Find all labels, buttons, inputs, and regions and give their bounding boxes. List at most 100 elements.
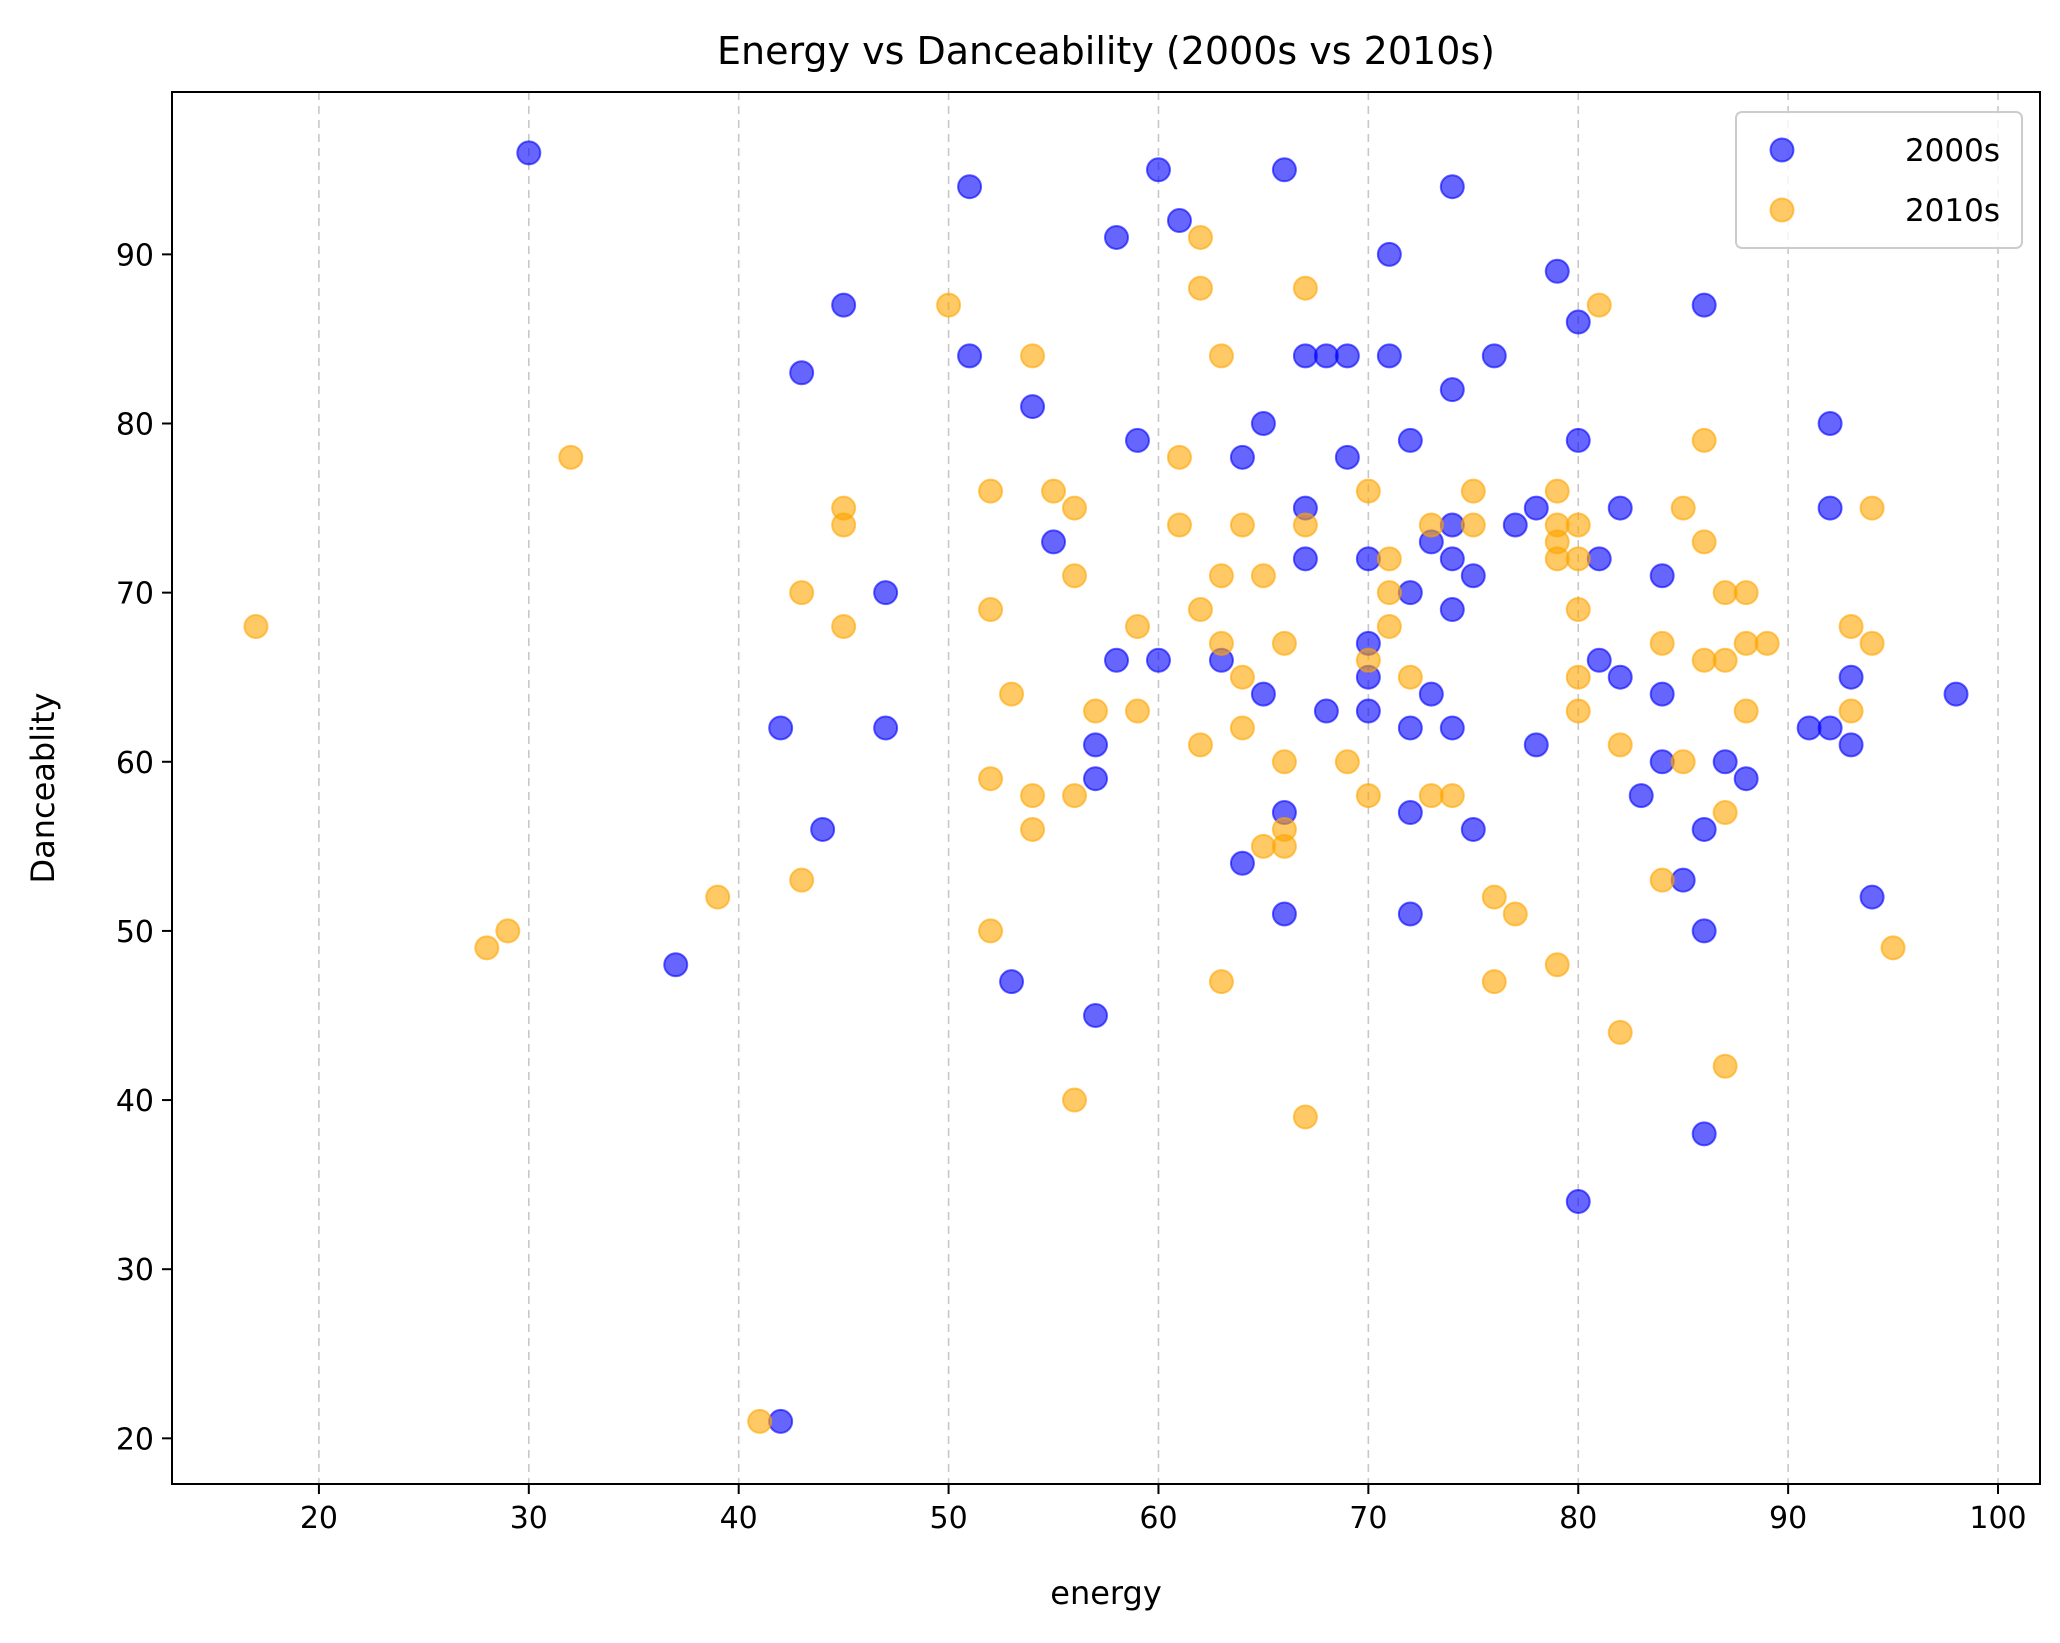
data-point-2000s	[1229, 444, 1255, 470]
data-point-2010s	[1376, 613, 1402, 639]
data-point-2010s	[1355, 647, 1381, 673]
data-point-2010s	[936, 292, 962, 318]
data-point-2000s	[1565, 309, 1591, 335]
data-point-2010s	[1481, 884, 1507, 910]
data-point-2000s	[1691, 1121, 1717, 1147]
x-tick-label: 100	[1969, 1501, 2026, 1536]
data-point-2000s	[1020, 394, 1046, 420]
data-point-2010s	[1062, 563, 1088, 589]
data-point-2010s	[1481, 969, 1507, 995]
data-point-2000s	[1355, 546, 1381, 572]
data-point-2010s	[1418, 512, 1444, 538]
data-point-2010s	[1292, 275, 1318, 301]
data-point-2000s	[1103, 647, 1129, 673]
data-point-2010s	[1124, 698, 1150, 724]
data-point-2000s	[516, 140, 542, 166]
data-point-2000s	[1292, 343, 1318, 369]
data-point-2000s	[1376, 343, 1402, 369]
data-point-2000s	[1565, 1189, 1591, 1215]
data-point-2010s	[1187, 224, 1213, 250]
data-point-2010s	[1062, 783, 1088, 809]
data-point-2000s	[1397, 800, 1423, 826]
legend-label-2010s: 2010s	[1905, 193, 2000, 229]
data-point-2000s	[1691, 918, 1717, 944]
data-point-2010s	[474, 935, 500, 961]
data-point-2000s	[1397, 901, 1423, 927]
y-tick-label: 50	[116, 915, 154, 950]
data-point-2000s	[1166, 208, 1192, 234]
data-point-2010s	[1250, 563, 1276, 589]
data-point-2000s	[1313, 343, 1339, 369]
data-point-2000s	[1649, 563, 1675, 589]
data-point-2000s	[1796, 715, 1822, 741]
data-point-2000s	[1691, 816, 1717, 842]
data-point-2010s	[978, 918, 1004, 944]
data-point-2000s	[1943, 681, 1969, 707]
data-point-2010s	[1565, 698, 1591, 724]
data-point-2000s	[1439, 597, 1465, 623]
x-tick-label: 70	[1349, 1501, 1387, 1536]
data-point-2000s	[957, 343, 983, 369]
data-point-2010s	[999, 681, 1025, 707]
data-point-2000s	[1691, 292, 1717, 318]
data-point-2010s	[1208, 630, 1234, 656]
data-point-2000s	[1817, 495, 1843, 521]
data-point-2000s	[1670, 867, 1696, 893]
data-point-2010s	[1544, 478, 1570, 504]
data-point-2000s	[789, 360, 815, 386]
x-tick-label: 20	[300, 1501, 338, 1536]
data-point-2010s	[1649, 630, 1675, 656]
data-point-2000s	[1607, 664, 1633, 690]
x-tick-label: 40	[720, 1501, 758, 1536]
data-point-2000s	[1733, 766, 1759, 792]
data-point-2000s	[1397, 580, 1423, 606]
data-point-2000s	[1523, 495, 1549, 521]
y-tick-label: 40	[116, 1084, 154, 1119]
data-point-2000s	[1712, 749, 1738, 775]
data-point-2010s	[1607, 732, 1633, 758]
data-point-2000s	[999, 969, 1025, 995]
data-point-2000s	[1124, 427, 1150, 453]
data-point-2010s	[1460, 512, 1486, 538]
data-point-2000s	[1083, 732, 1109, 758]
data-point-2010s	[1733, 580, 1759, 606]
data-point-2010s	[1187, 597, 1213, 623]
data-point-2000s	[1523, 732, 1549, 758]
data-point-2010s	[1502, 901, 1528, 927]
data-point-2000s	[1586, 546, 1612, 572]
data-point-2010s	[1544, 546, 1570, 572]
legend-marker-2010s	[1769, 197, 1795, 223]
data-point-2010s	[831, 613, 857, 639]
data-point-2010s	[1229, 715, 1255, 741]
data-point-2010s	[1754, 630, 1780, 656]
data-point-2010s	[789, 580, 815, 606]
data-point-2010s	[1292, 1104, 1318, 1130]
data-point-2000s	[1041, 529, 1067, 555]
data-point-2010s	[1271, 630, 1297, 656]
legend-label-2000s: 2000s	[1905, 133, 2000, 169]
data-point-2000s	[1250, 411, 1276, 437]
data-point-2000s	[1607, 495, 1633, 521]
data-point-2000s	[1439, 546, 1465, 572]
data-point-2010s	[1712, 580, 1738, 606]
data-point-2000s	[1460, 563, 1486, 589]
data-point-2010s	[1733, 698, 1759, 724]
data-point-2000s	[663, 952, 689, 978]
x-tick-label: 80	[1559, 1501, 1597, 1536]
data-point-2000s	[1838, 664, 1864, 690]
data-point-2010s	[1607, 1019, 1633, 1045]
data-point-2000s	[1145, 647, 1171, 673]
data-point-2000s	[1397, 427, 1423, 453]
data-point-2010s	[1712, 647, 1738, 673]
data-point-2010s	[1565, 546, 1591, 572]
data-point-2000s	[1859, 884, 1885, 910]
data-point-2010s	[1355, 783, 1381, 809]
data-point-2010s	[1124, 613, 1150, 639]
data-point-2000s	[1271, 157, 1297, 183]
chart-title: Energy vs Danceability (2000s vs 2010s)	[717, 29, 1495, 73]
y-tick-label: 20	[116, 1422, 154, 1457]
data-point-2010s	[1271, 833, 1297, 859]
data-point-2010s	[1166, 444, 1192, 470]
data-point-2000s	[1439, 715, 1465, 741]
